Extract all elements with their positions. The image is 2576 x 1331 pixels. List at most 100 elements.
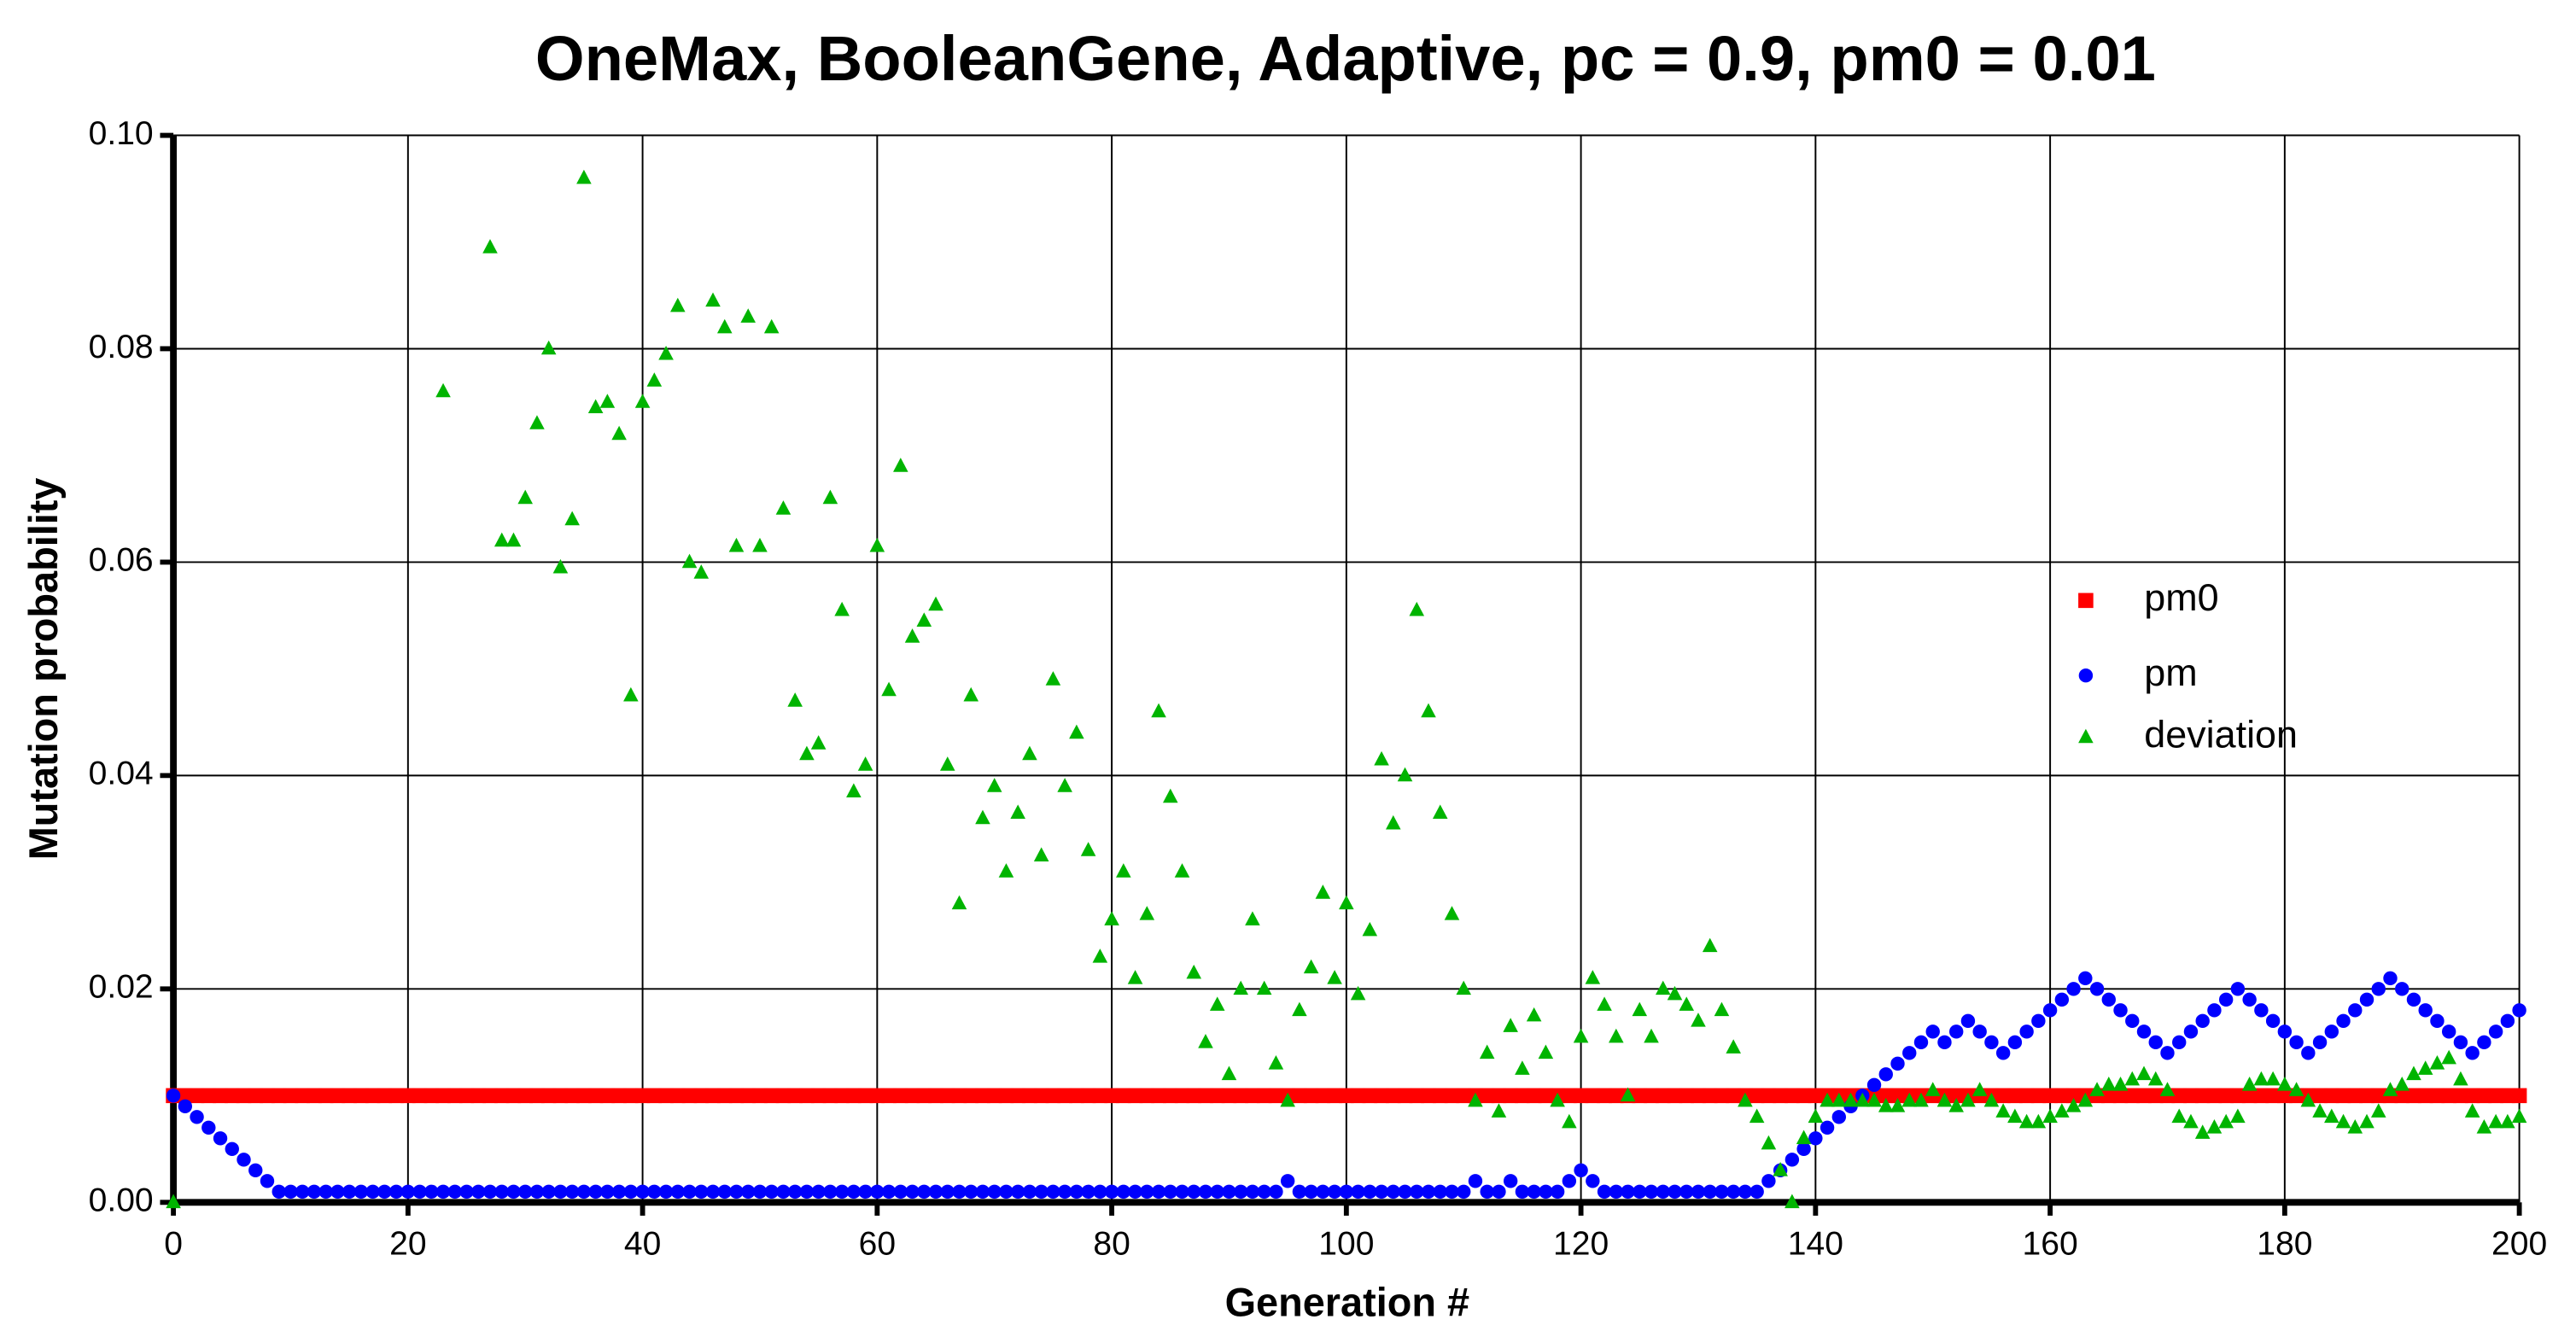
data-point — [2312, 1035, 2328, 1050]
data-point — [2054, 992, 2070, 1007]
data-point — [623, 686, 639, 702]
data-point — [716, 1088, 733, 1104]
data-point — [400, 1088, 416, 1104]
data-point — [2031, 1013, 2046, 1029]
data-point — [1127, 1088, 1143, 1104]
data-point — [1233, 1088, 1248, 1104]
data-point — [1890, 1088, 1906, 1104]
data-point — [1796, 1088, 1812, 1104]
data-point — [2077, 1092, 2094, 1107]
data-point — [1456, 1088, 1472, 1104]
data-point — [1726, 1088, 1741, 1104]
data-point — [576, 1088, 592, 1104]
data-point — [1913, 1035, 1929, 1050]
data-point — [917, 1184, 932, 1199]
data-point — [1410, 1184, 1424, 1199]
data-point — [1445, 1184, 1459, 1199]
data-point — [2065, 1088, 2082, 1104]
data-point — [1866, 1077, 1882, 1093]
data-point — [2430, 1013, 2445, 1029]
data-point — [2147, 1071, 2164, 1086]
data-point — [1339, 1088, 1354, 1104]
legend-label: pm0 — [2144, 575, 2218, 619]
data-point — [1351, 1184, 1365, 1199]
data-point — [377, 1088, 393, 1104]
data-point — [1432, 804, 1448, 819]
data-point — [2183, 1113, 2199, 1129]
data-point — [1034, 1184, 1049, 1199]
data-point — [1339, 895, 1354, 910]
data-point — [670, 297, 686, 312]
data-point — [1033, 847, 1049, 861]
data-point — [330, 1088, 346, 1104]
data-point — [1948, 1088, 1964, 1104]
data-point — [1655, 980, 1671, 995]
data-point — [353, 1184, 369, 1199]
data-point — [716, 318, 733, 334]
data-point — [1573, 1088, 1589, 1104]
data-point — [705, 292, 721, 307]
data-point — [2030, 1113, 2047, 1129]
data-point — [1983, 1092, 2000, 1107]
data-point — [1350, 1088, 1366, 1104]
data-point — [564, 1088, 580, 1104]
data-point — [283, 1184, 298, 1199]
y-tick-label: 0.06 — [89, 542, 154, 579]
data-point — [975, 809, 990, 825]
data-point — [1679, 1184, 1694, 1199]
data-point — [1256, 980, 1272, 995]
data-point — [2042, 1003, 2058, 1018]
data-point — [1151, 703, 1166, 718]
data-point — [1503, 1088, 1518, 1104]
data-point — [237, 1153, 251, 1167]
data-point — [2394, 1088, 2410, 1104]
data-point — [1209, 1088, 1225, 1104]
data-point — [1644, 1184, 1659, 1199]
data-point — [1421, 1184, 1436, 1199]
data-point — [1245, 1184, 1260, 1199]
data-point — [2465, 1046, 2480, 1060]
data-point — [2441, 1088, 2456, 1104]
data-point — [505, 532, 522, 547]
data-point — [658, 1184, 674, 1199]
data-point — [2300, 1092, 2316, 1107]
x-tick-label: 20 — [389, 1225, 426, 1262]
data-point — [2301, 1046, 2316, 1060]
y-tick-label: 0.02 — [89, 969, 154, 1006]
data-point — [1479, 1044, 1495, 1060]
data-point — [2241, 1088, 2258, 1104]
data-point — [2254, 1003, 2269, 1018]
data-point — [1046, 1184, 1060, 1199]
data-point — [365, 1088, 381, 1104]
data-point — [1539, 1184, 1553, 1199]
data-point — [1480, 1184, 1494, 1199]
legend-marker — [2078, 728, 2094, 744]
data-point — [2112, 1088, 2129, 1104]
data-point — [775, 1088, 791, 1104]
data-point — [1386, 814, 1401, 830]
data-point — [1080, 1088, 1096, 1104]
data-point — [2078, 971, 2093, 986]
data-point — [2347, 1088, 2363, 1104]
data-point — [2382, 1082, 2398, 1096]
data-point — [1984, 1035, 1999, 1050]
data-point — [2336, 1013, 2351, 1029]
data-point — [2512, 1003, 2526, 1018]
data-point — [951, 895, 967, 910]
data-point — [611, 425, 627, 441]
data-point — [1597, 1088, 1612, 1104]
data-point — [1866, 1092, 1882, 1107]
data-point — [822, 489, 838, 505]
data-point — [1621, 1184, 1635, 1199]
data-point — [916, 1088, 932, 1104]
data-point — [1773, 1162, 1788, 1176]
data-point — [904, 628, 920, 643]
data-point — [1198, 1034, 1213, 1048]
data-point — [2194, 1088, 2211, 1104]
data-point — [447, 1088, 463, 1104]
data-point — [1045, 671, 1061, 686]
data-point — [623, 1184, 639, 1199]
data-point — [1491, 1088, 1507, 1104]
x-tick-label: 60 — [859, 1225, 896, 1262]
data-point — [307, 1088, 322, 1104]
